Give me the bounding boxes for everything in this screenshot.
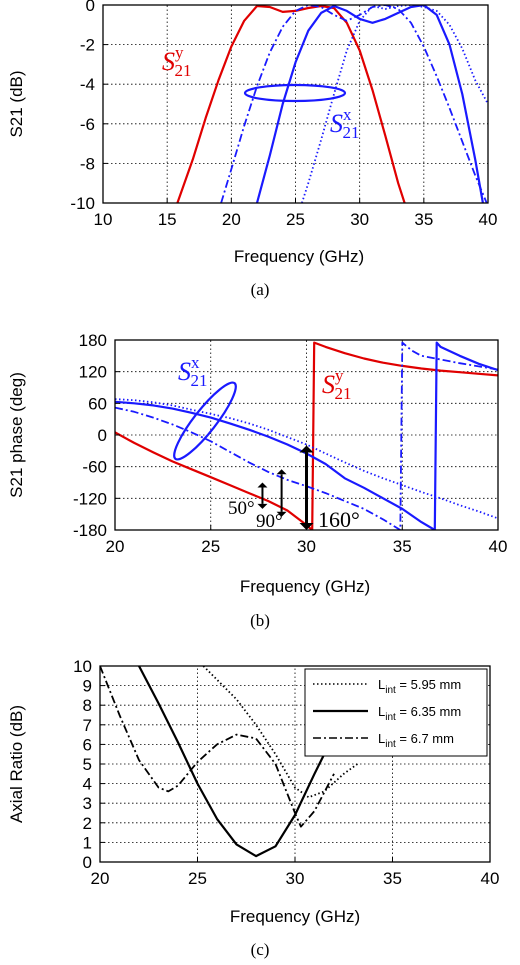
y-tick-label: -8 — [80, 154, 95, 173]
arrow-head — [299, 445, 314, 453]
panel-a-ticks: 10 15 20 25 30 35 40 0 -2 -4 -6 -8 -10 — [70, 0, 497, 229]
panel-b-caption: (b) — [250, 611, 270, 630]
series-line-dotted-x — [301, 5, 488, 203]
y-tick-label: -6 — [80, 115, 95, 134]
x-tick-label: 10 — [94, 210, 113, 229]
panel-b-group-ellipse — [173, 381, 237, 461]
y-tick-label: 8 — [83, 696, 92, 715]
y-tick-label: 0 — [98, 426, 107, 445]
x-tick-label: 35 — [383, 869, 402, 888]
series-line-dashdot-x — [220, 5, 488, 203]
arrow-head — [299, 523, 314, 530]
panel-c-xlabel: Frequency (GHz) — [230, 907, 360, 926]
panel-b-ylabel: S21 phase (deg) — [7, 372, 26, 498]
panel-a-xlabel: Frequency (GHz) — [234, 247, 364, 266]
y-tick-label: 3 — [83, 794, 92, 813]
series-line-dotted-x — [115, 398, 498, 520]
series-line-dashdot-x — [115, 341, 498, 530]
y-tick-label: 180 — [79, 331, 107, 350]
series-line-dotted — [202, 666, 358, 799]
y-tick-label: 120 — [79, 363, 107, 382]
legend-entries: Lint = 5.95 mm Lint = 6.35 mm Lint = 6.7 m… — [313, 677, 461, 750]
y-tick-label: 7 — [83, 716, 92, 735]
panel-a-label-sy: Sy 21 — [162, 43, 192, 80]
panel-b-annotations: 50°90° 160° — [228, 445, 360, 532]
legend-label: Lint = 6.35 mm — [378, 704, 461, 723]
panel-a-caption: (a) — [251, 280, 270, 299]
panel-b-series — [115, 341, 498, 530]
x-tick-label: 25 — [201, 537, 220, 556]
y-tick-label: -180 — [73, 521, 107, 540]
series-line-solid — [138, 666, 335, 858]
x-tick-label: 40 — [479, 210, 498, 229]
legend-label: Lint = 5.95 mm — [378, 677, 461, 696]
panel-b-xlabel: Frequency (GHz) — [240, 577, 370, 596]
x-tick-label: 25 — [188, 869, 207, 888]
panel-a-grid — [103, 5, 488, 203]
series-line-solid-y — [115, 341, 498, 530]
y-tick-label: -120 — [73, 489, 107, 508]
series-line-dashdot — [100, 666, 335, 828]
phase-difference-label: 50° — [228, 498, 255, 519]
phase-difference-label: 90° — [256, 511, 283, 532]
x-tick-label: 20 — [91, 869, 110, 888]
y-tick-label: 2 — [83, 814, 92, 833]
y-tick-label: -2 — [80, 36, 95, 55]
x-tick-label: 30 — [286, 869, 305, 888]
panel-a-series — [176, 5, 488, 203]
panel-c-legend: Lint = 5.95 mm Lint = 6.35 mm Lint = 6.7 m… — [304, 668, 488, 757]
y-tick-label: 5 — [83, 755, 92, 774]
panel-b-ticks: 20 25 30 35 40 180 120 60 0 -60 -120 -180 — [73, 331, 507, 556]
y-tick-label: 10 — [73, 657, 92, 676]
x-tick-label: 35 — [414, 210, 433, 229]
arrow-head — [257, 503, 268, 509]
phase-difference-label: 160° — [318, 507, 360, 532]
y-tick-label: 9 — [83, 677, 92, 696]
panel-b: 20 25 30 35 40 180 120 60 0 -60 -120 -180 50°90° 160… — [7, 331, 507, 630]
x-tick-label: 20 — [222, 210, 241, 229]
panel-c-ylabel: Axial Ratio (dB) — [7, 705, 26, 823]
x-tick-label: 25 — [286, 210, 305, 229]
arrow-head — [276, 511, 287, 517]
x-tick-label: 35 — [393, 537, 412, 556]
y-tick-label: 0 — [86, 0, 95, 15]
x-tick-label: 15 — [158, 210, 177, 229]
panel-a-ylabel: S21 (dB) — [7, 70, 26, 137]
legend-label: Lint = 6.7 mm — [378, 731, 454, 750]
x-tick-label: 40 — [481, 869, 500, 888]
panel-a-group-ellipse — [243, 83, 347, 103]
legend-box — [304, 668, 488, 757]
y-tick-label: 4 — [83, 775, 92, 794]
y-tick-label: -10 — [70, 194, 95, 213]
y-tick-label: 6 — [83, 735, 92, 754]
arrow-head — [276, 469, 287, 475]
y-tick-label: -4 — [80, 75, 95, 94]
panel-c-series — [100, 666, 358, 858]
y-tick-label: -60 — [82, 458, 107, 477]
panel-a: 10 15 20 25 30 35 40 0 -2 -4 -6 -8 -10 Frequency (GH… — [7, 0, 497, 299]
x-tick-label: 30 — [350, 210, 369, 229]
panel-c-caption: (c) — [251, 940, 270, 959]
x-tick-label: 30 — [297, 537, 316, 556]
y-tick-label: 0 — [83, 853, 92, 872]
series-line-solid-x — [255, 5, 484, 203]
panel-a-label-sx: Sx 21 — [330, 105, 360, 142]
x-tick-label: 20 — [106, 537, 125, 556]
panel-b-label-sx: Sx 21 — [178, 353, 208, 390]
series-line-solid-y — [176, 5, 406, 203]
panel-b-label-sy: Sy 21 — [322, 366, 352, 403]
arrow-head — [257, 482, 268, 488]
x-tick-label: 40 — [489, 537, 508, 556]
y-tick-label: 1 — [83, 833, 92, 852]
series-line-solid-x — [115, 341, 498, 530]
y-tick-label: 60 — [88, 394, 107, 413]
